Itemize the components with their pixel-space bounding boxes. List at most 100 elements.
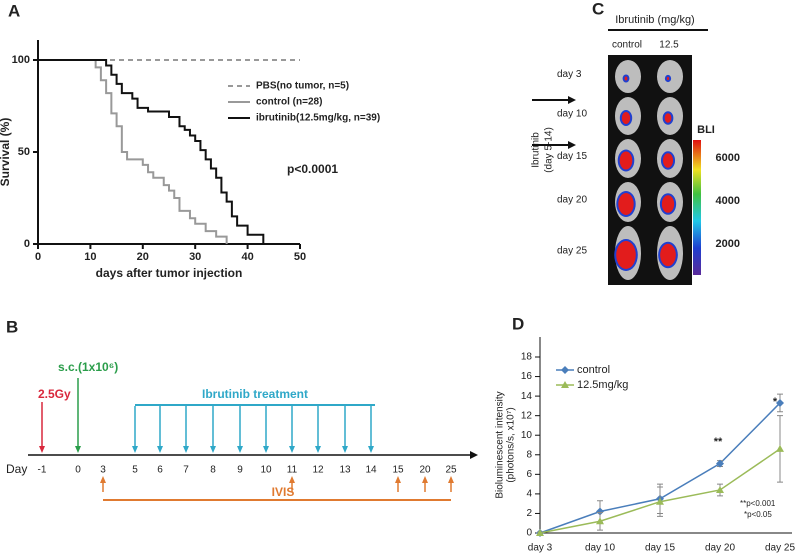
footnote: *p<0.05	[744, 510, 772, 519]
signal	[619, 151, 633, 170]
panel-label: C	[592, 0, 604, 18]
data-point	[776, 444, 784, 452]
signal	[662, 153, 674, 168]
panel-label: A	[8, 1, 20, 20]
colorbar-tick: 6000	[716, 152, 740, 164]
day-label: 0	[75, 465, 81, 476]
signal	[661, 195, 675, 213]
signal	[616, 241, 636, 269]
legend-label: control	[577, 364, 610, 376]
panel-label: B	[6, 317, 18, 336]
x-tick-label: 50	[294, 251, 306, 263]
arrow-head	[183, 446, 189, 453]
axis-arrow	[470, 451, 478, 459]
data-point	[656, 497, 664, 505]
day-label: 15	[392, 465, 404, 476]
x-tick-label: day 20	[705, 543, 735, 554]
day-label: 12	[312, 465, 324, 476]
day-label: 25	[445, 465, 457, 476]
y-tick-label: 100	[12, 54, 30, 66]
day-label: 13	[339, 465, 351, 476]
y-tick-label: 4	[526, 489, 532, 500]
footnote: **p<0.001	[740, 499, 776, 508]
survival-curve	[38, 59, 265, 244]
y-tick-label: 18	[521, 352, 533, 363]
arrow-head	[368, 446, 374, 453]
side-label: Ibrutinib	[531, 132, 542, 168]
signal	[664, 113, 672, 123]
x-tick-label: day 10	[585, 543, 615, 554]
row-label: day 25	[557, 246, 587, 257]
data-point	[716, 459, 724, 468]
y-axis-title: Survival (%)	[0, 118, 12, 187]
legend-marker	[561, 366, 569, 374]
x-tick-label: day 25	[765, 543, 795, 554]
colorbar	[693, 140, 701, 275]
y-tick-label: 50	[18, 146, 30, 158]
arrow-head	[315, 446, 321, 453]
treatment-label: Ibrutinib treatment	[202, 387, 308, 401]
day-label: 10	[260, 465, 272, 476]
y-tick-label: 6	[526, 469, 532, 480]
arrow-head	[237, 446, 243, 453]
x-tick-label: day 3	[528, 543, 553, 554]
y-tick-label: 2	[526, 508, 532, 519]
day-label: -1	[38, 465, 47, 476]
colorbar-tick: 4000	[716, 195, 740, 207]
day-label: 8	[210, 465, 216, 476]
data-point	[776, 398, 784, 407]
arrow-head	[395, 476, 401, 483]
y-tick-label: 10	[521, 430, 533, 441]
column-label: control	[612, 40, 642, 51]
row-label: day 20	[557, 195, 587, 206]
axis-label: Day	[6, 462, 27, 476]
y-tick-label: 12	[521, 410, 533, 421]
legend-label: control (n=28)	[256, 97, 322, 108]
x-tick-label: 0	[35, 251, 41, 263]
day-label: 20	[419, 465, 431, 476]
imaging-panel: Ibrutinib (mg/kg) control 12.5 Ibrutinib…	[531, 14, 740, 285]
y-axis-title: (photons/s, x10⁷)	[506, 407, 517, 482]
day-label: 6	[157, 465, 163, 476]
column-label: 12.5	[659, 40, 679, 51]
x-tick-label: 30	[189, 251, 201, 263]
signal	[624, 76, 628, 81]
data-point	[596, 507, 604, 516]
colorbar-label: BLI	[697, 124, 715, 136]
survival-curve	[38, 59, 228, 244]
day-label: 9	[237, 465, 243, 476]
arrow-head	[342, 446, 348, 453]
signal	[618, 193, 634, 215]
day-label: 7	[183, 465, 189, 476]
data-point	[716, 485, 724, 493]
arrow-head	[289, 476, 295, 483]
row-label: day 15	[557, 151, 587, 162]
arrow-head	[100, 476, 106, 483]
y-tick-label: 0	[24, 238, 30, 250]
injection-label: s.c.(1x10⁶)	[58, 360, 118, 374]
side-sublabel: (day 5-14)	[544, 127, 555, 173]
colorbar-tick: 2000	[716, 238, 740, 250]
legend-marker	[561, 381, 569, 388]
arrow-head	[422, 476, 428, 483]
y-tick-label: 0	[526, 528, 532, 539]
x-tick-label: 10	[84, 251, 96, 263]
data-point	[536, 529, 544, 536]
day-label: 14	[365, 465, 377, 476]
signal	[660, 243, 676, 267]
legend-label: 12.5mg/kg	[577, 379, 628, 391]
y-tick-label: 14	[521, 391, 533, 402]
irradiation-label: 2.5Gy	[38, 387, 71, 401]
arrow-head	[263, 446, 269, 453]
annotation: **	[714, 436, 723, 448]
arrow-head	[448, 476, 454, 483]
imaging-header: Ibrutinib (mg/kg)	[615, 14, 694, 26]
legend-label: PBS(no tumor, n=5)	[256, 81, 349, 92]
x-tick-label: 40	[241, 251, 253, 263]
imaging-label: IVIS	[272, 485, 295, 499]
legend-label: ibrutinib(12.5mg/kg, n=39)	[256, 113, 380, 124]
day-label: 5	[132, 465, 138, 476]
arrow-head	[132, 446, 138, 453]
arrow-head	[210, 446, 216, 453]
y-tick-label: 8	[526, 449, 532, 460]
